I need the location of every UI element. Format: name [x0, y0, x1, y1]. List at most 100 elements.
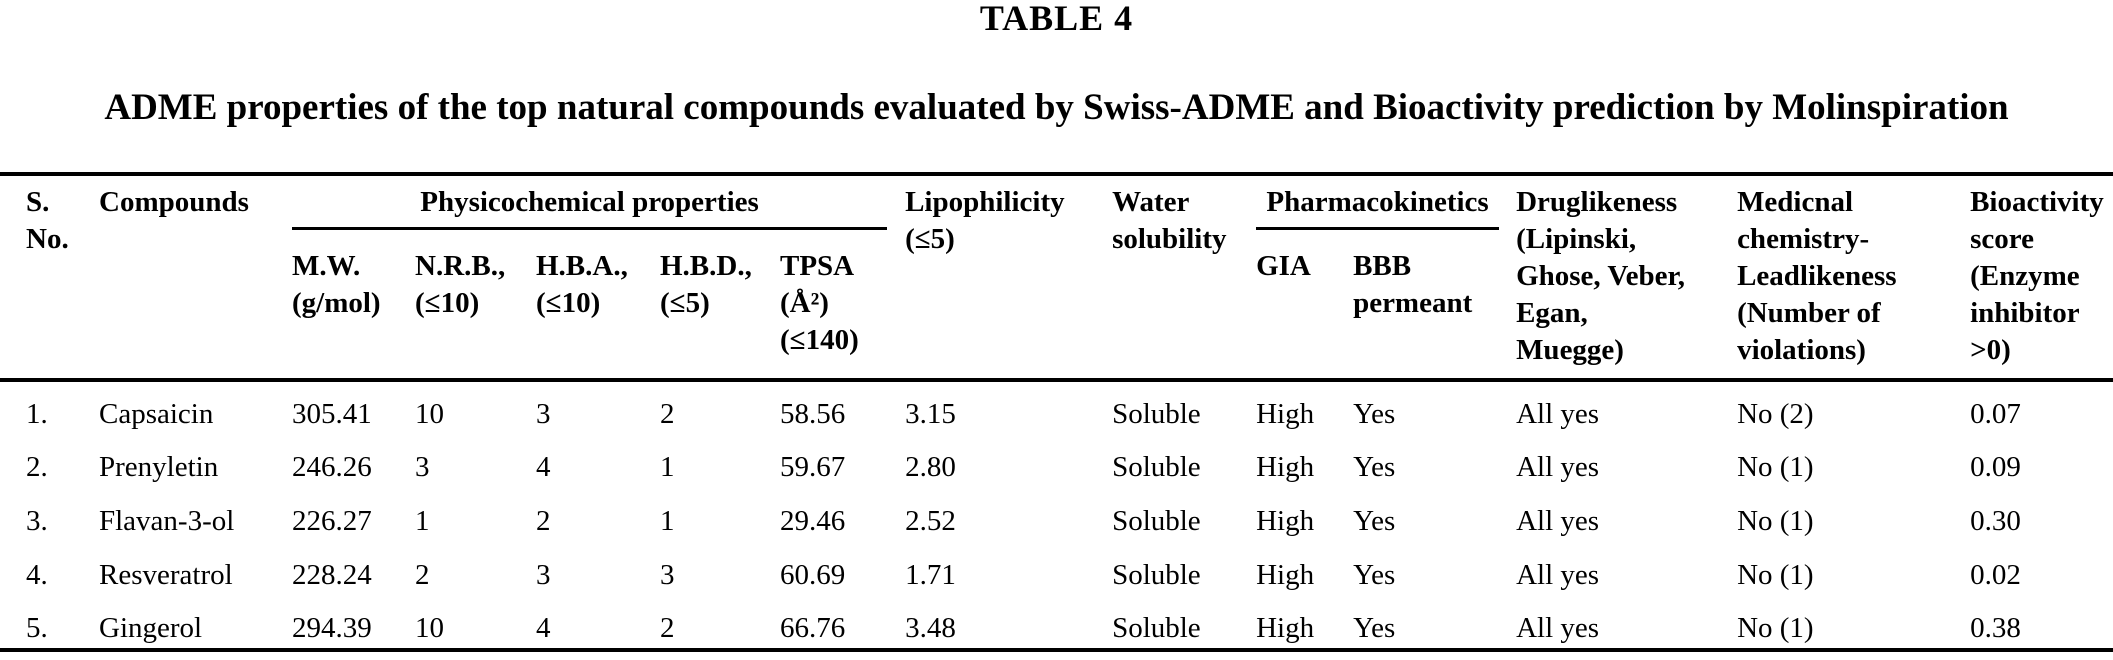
cell-hba: 4: [536, 450, 551, 483]
col-header-mw: M.W. (g/mol): [292, 250, 381, 319]
group-header-physicochemical: Physicochemical properties: [292, 174, 905, 230]
col-header-hbd: H.B.D., (≤5): [660, 250, 752, 319]
cell-nrb: 1: [415, 504, 430, 537]
cell-bbb-permeant: Yes: [1353, 611, 1396, 644]
cell-lipophilicity: 3.48: [905, 611, 956, 644]
cell-druglikeness: All yes: [1516, 504, 1600, 537]
cell-medicinal-chemistry: No (1): [1737, 504, 1814, 537]
cell-medicinal-chemistry: No (1): [1737, 558, 1814, 591]
cell-bioactivity-score: 0.38: [1970, 611, 2021, 644]
cell-water-solubility: Soluble: [1112, 558, 1201, 591]
cell-hba: 4: [536, 611, 551, 644]
cell-water-solubility: Soluble: [1112, 504, 1201, 537]
cell-gia: High: [1256, 504, 1315, 537]
cell-lipophilicity: 3.15: [905, 397, 956, 430]
cell-gia: High: [1256, 611, 1315, 644]
table-label: TABLE 4: [979, 0, 1134, 38]
table-row: 3. Flavan-3-ol 226.27 1 2 1 29.46 2.52 Soluble Hi…: [0, 488, 2113, 542]
cell-sno: 2.: [26, 450, 48, 483]
table-row: 1. Capsaicin 305.41 10 3 2 58.56 3.15 Soluble Hig…: [0, 380, 2113, 434]
cell-mw: 228.24: [292, 558, 372, 591]
cell-bioactivity-score: 0.09: [1970, 450, 2021, 483]
cell-mw: 246.26: [292, 450, 372, 483]
cell-sno: 5.: [26, 611, 48, 644]
cell-lipophilicity: 1.71: [905, 558, 956, 591]
cell-nrb: 10: [415, 611, 444, 644]
cell-bioactivity-score: 0.30: [1970, 504, 2021, 537]
cell-compound: Resveratrol: [99, 558, 233, 591]
cell-lipophilicity: 2.52: [905, 504, 956, 537]
cell-compound: Capsaicin: [99, 397, 214, 430]
table-caption: ADME properties of the top natural compo…: [104, 87, 2009, 128]
cell-hba: 3: [536, 397, 551, 430]
cell-nrb: 2: [415, 558, 430, 591]
cell-bioactivity-score: 0.07: [1970, 397, 2021, 430]
group-header-pharmacokinetics: Pharmacokinetics: [1256, 174, 1516, 230]
col-header-nrb: N.R.B., (≤10): [415, 250, 506, 319]
cell-compound: Flavan-3-ol: [99, 504, 235, 537]
cell-water-solubility: Soluble: [1112, 611, 1201, 644]
cell-gia: High: [1256, 450, 1315, 483]
cell-medicinal-chemistry: No (2): [1737, 397, 1814, 430]
group-header-physicochemical-label: Physicochemical properties: [292, 184, 888, 230]
adme-table: S. No. Compounds Physicochemical propert…: [0, 172, 2113, 652]
cell-druglikeness: All yes: [1516, 611, 1600, 644]
col-header-lipophilicity: Lipophilicity (≤5): [905, 186, 1065, 255]
col-header-compounds: Compounds: [99, 186, 249, 218]
cell-water-solubility: Soluble: [1112, 450, 1201, 483]
col-header-gia: GIA: [1256, 250, 1311, 282]
table-row: 4. Resveratrol 228.24 2 3 3 60.69 1.71 Soluble Hi…: [0, 542, 2113, 596]
cell-nrb: 3: [415, 450, 430, 483]
col-header-sno: S. No.: [26, 186, 69, 255]
col-header-druglikeness: Druglikeness (Lipinski, Ghose, Veber, Eg…: [1516, 186, 1685, 366]
header-row-subcolumns: M.W. (g/mol) N.R.B., (≤10) H.B.A., (≤10)…: [0, 230, 2113, 380]
cell-medicinal-chemistry: No (1): [1737, 450, 1814, 483]
cell-druglikeness: All yes: [1516, 450, 1600, 483]
table-row: 5. Gingerol 294.39 10 4 2 66.76 3.48 Soluble High…: [0, 596, 2113, 650]
cell-lipophilicity: 2.80: [905, 450, 956, 483]
col-header-tpsa: TPSA (Å²) (≤140): [780, 250, 859, 356]
cell-tpsa: 59.67: [780, 450, 846, 483]
cell-bbb-permeant: Yes: [1353, 450, 1396, 483]
cell-tpsa: 66.76: [780, 611, 846, 644]
cell-bbb-permeant: Yes: [1353, 504, 1396, 537]
cell-druglikeness: All yes: [1516, 558, 1600, 591]
cell-hbd: 1: [660, 450, 675, 483]
cell-sno: 3.: [26, 504, 48, 537]
table-body: 1. Capsaicin 305.41 10 3 2 58.56 3.15 Soluble Hig…: [0, 380, 2113, 650]
col-header-hba: H.B.A., (≤10): [536, 250, 628, 319]
cell-tpsa: 58.56: [780, 397, 846, 430]
table-header: S. No. Compounds Physicochemical propert…: [0, 174, 2113, 380]
cell-mw: 305.41: [292, 397, 372, 430]
col-header-bioactivity: Bioactivity score (Enzyme inhibitor >0): [1970, 186, 2104, 366]
cell-medicinal-chemistry: No (1): [1737, 611, 1814, 644]
cell-hbd: 3: [660, 558, 675, 591]
cell-water-solubility: Soluble: [1112, 397, 1201, 430]
cell-druglikeness: All yes: [1516, 397, 1600, 430]
cell-hba: 3: [536, 558, 551, 591]
group-header-pharmacokinetics-label: Pharmacokinetics: [1256, 184, 1500, 230]
col-header-bbb: BBB permeant: [1353, 250, 1473, 319]
header-row-groups: S. No. Compounds Physicochemical propert…: [0, 174, 2113, 366]
cell-gia: High: [1256, 558, 1315, 591]
cell-bbb-permeant: Yes: [1353, 558, 1396, 591]
cell-mw: 226.27: [292, 504, 372, 537]
cell-mw: 294.39: [292, 611, 372, 644]
cell-compound: Prenyletin: [99, 450, 219, 483]
table-row: 2. Prenyletin 246.26 3 4 1 59.67 2.80 Soluble Hig…: [0, 434, 2113, 488]
cell-hba: 2: [536, 504, 551, 537]
cell-bbb-permeant: Yes: [1353, 397, 1396, 430]
cell-tpsa: 29.46: [780, 504, 846, 537]
cell-tpsa: 60.69: [780, 558, 846, 591]
cell-nrb: 10: [415, 397, 444, 430]
cell-gia: High: [1256, 397, 1315, 430]
cell-sno: 4.: [26, 558, 48, 591]
cell-bioactivity-score: 0.02: [1970, 558, 2021, 591]
col-header-water-solubility: Water solubility: [1112, 186, 1227, 255]
cell-compound: Gingerol: [99, 611, 203, 644]
col-header-medicinal-chemistry: Medicnal chemistry- Leadlikeness (Number…: [1737, 186, 1897, 366]
cell-hbd: 1: [660, 504, 675, 537]
cell-hbd: 2: [660, 397, 675, 430]
cell-sno: 1.: [26, 397, 48, 430]
